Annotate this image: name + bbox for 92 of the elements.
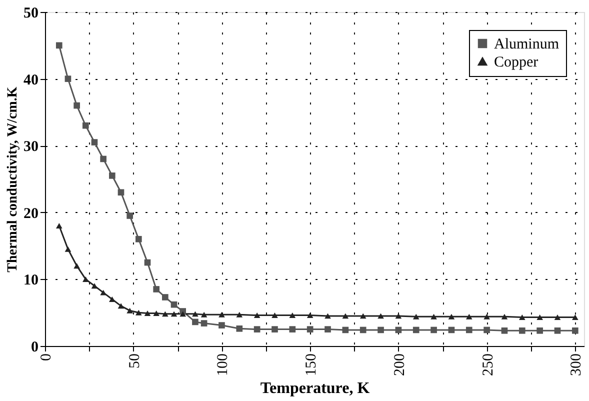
point — [56, 42, 62, 49]
point — [395, 326, 402, 334]
point — [430, 314, 437, 320]
point — [82, 276, 89, 282]
point — [56, 223, 62, 228]
point — [484, 326, 490, 334]
point — [324, 326, 331, 332]
x-tick-label: 200 — [392, 354, 408, 376]
point — [289, 312, 296, 318]
point — [180, 311, 186, 317]
point — [100, 290, 106, 296]
point — [91, 139, 98, 146]
point — [136, 236, 142, 242]
point — [324, 313, 331, 319]
point — [100, 156, 106, 162]
x-tick-label: 100 — [215, 354, 232, 376]
point — [360, 326, 366, 334]
point — [501, 327, 508, 334]
point — [378, 313, 384, 319]
point — [118, 303, 124, 309]
point — [342, 326, 349, 334]
point — [118, 189, 124, 196]
point — [572, 327, 578, 334]
point — [572, 314, 578, 320]
y-tick-label: 10 — [24, 272, 38, 289]
x-tick-label: 300 — [568, 354, 585, 376]
point — [162, 294, 168, 300]
point — [272, 312, 278, 318]
x-axis-title: Temperature, K — [260, 380, 370, 397]
point — [192, 318, 198, 326]
point — [136, 310, 142, 316]
point — [306, 326, 314, 332]
point — [272, 326, 278, 332]
y-tick-label: 20 — [24, 206, 38, 222]
point — [144, 259, 151, 266]
point — [74, 263, 80, 269]
y-tick-label: 50 — [24, 6, 38, 22]
point — [466, 314, 472, 320]
point — [412, 326, 420, 334]
x-tick-label: 250 — [480, 354, 496, 376]
point — [91, 283, 98, 289]
y-tick-label: 0 — [31, 340, 38, 356]
point — [466, 326, 472, 334]
point — [192, 311, 198, 317]
point — [200, 320, 208, 326]
point — [484, 314, 490, 320]
legend-label: Aluminum — [494, 36, 560, 52]
point — [501, 314, 508, 320]
point — [236, 325, 243, 332]
point — [162, 311, 168, 317]
point — [360, 313, 366, 319]
legend-label: Copper — [494, 54, 538, 70]
point — [64, 246, 72, 252]
point — [554, 314, 561, 320]
point — [448, 314, 455, 320]
point — [200, 312, 208, 318]
point — [518, 327, 526, 334]
point — [395, 313, 402, 319]
y-axis-title: Thermal conductivity, W/cm.K — [6, 86, 20, 272]
point — [554, 327, 561, 334]
point — [64, 76, 72, 82]
point — [378, 326, 384, 334]
point — [218, 312, 225, 318]
point — [82, 122, 89, 129]
point — [144, 310, 151, 316]
point — [108, 296, 116, 302]
point — [536, 327, 543, 334]
point — [254, 312, 260, 318]
point — [289, 326, 296, 332]
point — [126, 308, 133, 314]
point — [74, 102, 80, 109]
point — [153, 286, 160, 292]
point — [536, 314, 543, 320]
point — [153, 310, 160, 316]
point — [448, 326, 455, 334]
y-tick-label: 30 — [24, 139, 38, 156]
point — [306, 312, 314, 318]
point — [254, 326, 260, 332]
x-tick-label: 50 — [126, 354, 143, 368]
point — [236, 312, 243, 318]
point — [430, 326, 437, 334]
x-tick-label: 150 — [304, 354, 320, 376]
point — [170, 301, 178, 308]
point — [342, 313, 349, 319]
point — [218, 322, 225, 328]
point — [412, 314, 420, 320]
y-tick-label: 40 — [24, 72, 38, 88]
point — [108, 172, 116, 179]
point — [126, 212, 133, 219]
x-tick-label: 0 — [38, 354, 54, 361]
point — [518, 314, 526, 320]
point — [170, 311, 178, 317]
